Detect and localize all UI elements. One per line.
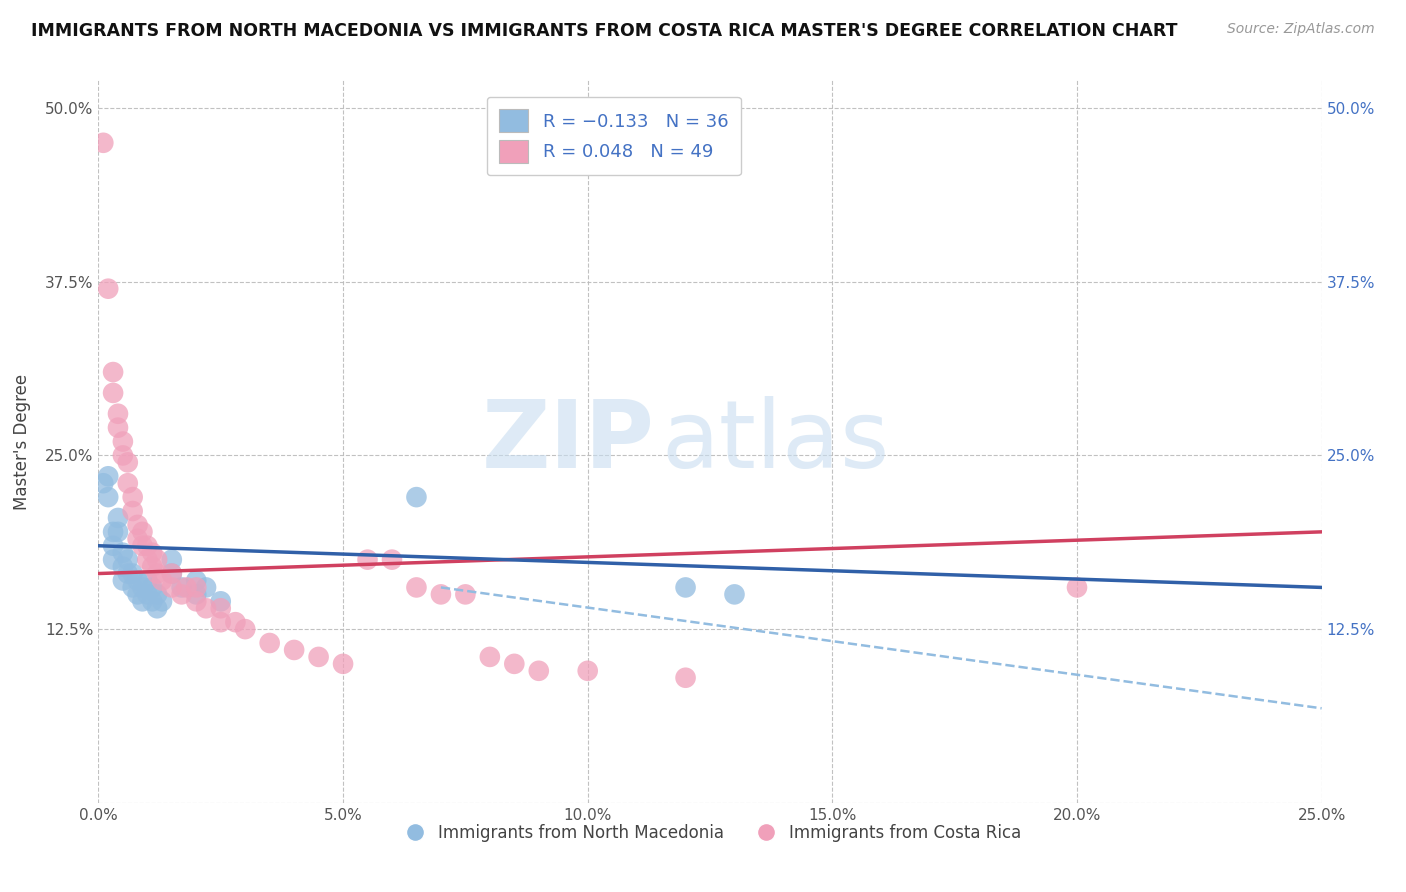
Point — [146, 587, 169, 601]
Point — [170, 581, 193, 595]
Point — [111, 434, 134, 449]
Point — [160, 566, 183, 581]
Point — [356, 552, 378, 566]
Point — [131, 594, 153, 608]
Point — [131, 524, 153, 539]
Point — [405, 490, 427, 504]
Point — [209, 615, 232, 630]
Point — [127, 574, 149, 588]
Point — [186, 574, 208, 588]
Point — [111, 449, 134, 463]
Point — [97, 469, 120, 483]
Point — [381, 552, 404, 566]
Point — [121, 504, 143, 518]
Point — [160, 566, 183, 581]
Point — [186, 581, 208, 595]
Point — [101, 365, 124, 379]
Point — [146, 601, 169, 615]
Point — [150, 574, 173, 588]
Point — [454, 587, 477, 601]
Point — [259, 636, 281, 650]
Point — [127, 517, 149, 532]
Point — [91, 476, 114, 491]
Point — [117, 455, 139, 469]
Text: atlas: atlas — [661, 395, 890, 488]
Point — [127, 532, 149, 546]
Point — [131, 581, 153, 595]
Point — [141, 581, 163, 595]
Point — [478, 649, 501, 664]
Point — [101, 385, 124, 400]
Text: ZIP: ZIP — [482, 395, 655, 488]
Point — [121, 581, 143, 595]
Point — [233, 622, 256, 636]
Point — [160, 552, 183, 566]
Point — [136, 587, 159, 601]
Point — [111, 546, 134, 560]
Point — [101, 539, 124, 553]
Point — [136, 552, 159, 566]
Point — [170, 587, 193, 601]
Point — [308, 649, 330, 664]
Point — [121, 490, 143, 504]
Point — [136, 574, 159, 588]
Point — [186, 594, 208, 608]
Point — [107, 511, 129, 525]
Point — [195, 581, 218, 595]
Point — [723, 587, 745, 601]
Point — [117, 566, 139, 581]
Point — [675, 671, 697, 685]
Point — [150, 594, 173, 608]
Point — [195, 601, 218, 615]
Point — [91, 136, 114, 150]
Point — [141, 546, 163, 560]
Point — [283, 643, 305, 657]
Point — [209, 601, 232, 615]
Point — [127, 587, 149, 601]
Point — [107, 524, 129, 539]
Point — [107, 407, 129, 421]
Point — [146, 566, 169, 581]
Point — [1066, 581, 1088, 595]
Point — [111, 559, 134, 574]
Point — [107, 420, 129, 434]
Point — [101, 524, 124, 539]
Text: IMMIGRANTS FROM NORTH MACEDONIA VS IMMIGRANTS FROM COSTA RICA MASTER'S DEGREE CO: IMMIGRANTS FROM NORTH MACEDONIA VS IMMIG… — [31, 22, 1177, 40]
Y-axis label: Master's Degree: Master's Degree — [13, 374, 31, 509]
Point — [176, 581, 198, 595]
Point — [160, 581, 183, 595]
Point — [675, 581, 697, 595]
Point — [430, 587, 453, 601]
Point — [121, 566, 143, 581]
Point — [224, 615, 246, 630]
Point — [97, 490, 120, 504]
Point — [97, 282, 120, 296]
Point — [117, 552, 139, 566]
Point — [111, 574, 134, 588]
Point — [146, 552, 169, 566]
Point — [332, 657, 354, 671]
Point — [117, 476, 139, 491]
Legend: Immigrants from North Macedonia, Immigrants from Costa Rica: Immigrants from North Macedonia, Immigra… — [392, 817, 1028, 848]
Point — [405, 581, 427, 595]
Point — [576, 664, 599, 678]
Point — [503, 657, 526, 671]
Point — [141, 559, 163, 574]
Text: Source: ZipAtlas.com: Source: ZipAtlas.com — [1227, 22, 1375, 37]
Point — [131, 539, 153, 553]
Point — [527, 664, 550, 678]
Point — [209, 594, 232, 608]
Point — [186, 587, 208, 601]
Point — [136, 539, 159, 553]
Point — [141, 594, 163, 608]
Point — [101, 552, 124, 566]
